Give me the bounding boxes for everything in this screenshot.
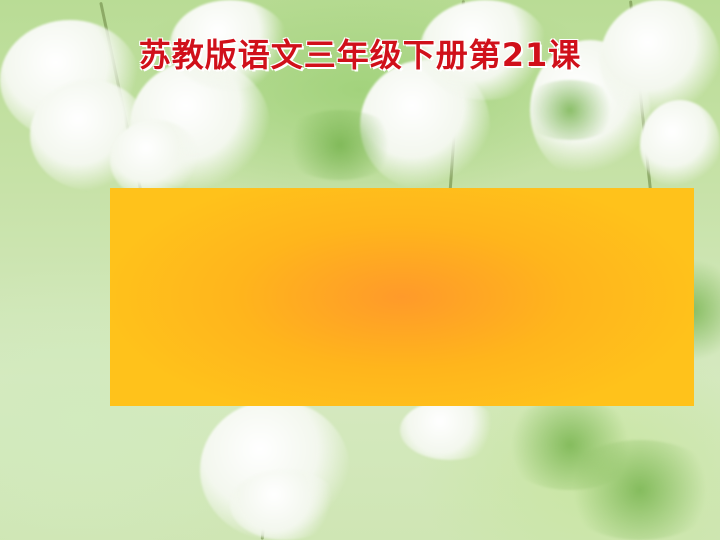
orange-content-panel <box>110 188 694 406</box>
slide-title: 苏教版语文三年级下册第21课 <box>138 36 582 74</box>
